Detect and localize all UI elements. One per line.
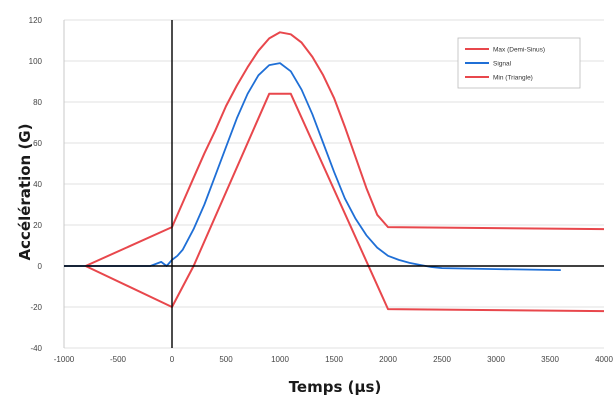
x-tick-label: 1500 (325, 355, 343, 364)
series-line-2 (64, 62, 561, 271)
x-tick-label: 1000 (271, 355, 289, 364)
legend: Max (Demi-Sinus) Signal Min (Triangle) (457, 37, 581, 89)
x-tick-label: -1000 (54, 355, 75, 364)
y-tick-label: 0 (38, 262, 43, 271)
y-tick-label: 100 (29, 57, 43, 66)
y-axis-title: Accélération (G) (16, 124, 34, 261)
x-tick-label: 0 (170, 355, 175, 364)
legend-entry-label: Max (Demi-Sinus) (493, 47, 545, 54)
y-tick-label: 20 (33, 221, 42, 230)
series-line-1 (85, 31, 605, 267)
x-tick-label: 3500 (541, 355, 559, 364)
y-tick-label: -40 (30, 344, 42, 353)
series-lines (64, 20, 605, 348)
legend-entry-label: Signal (493, 61, 512, 68)
y-tick-label: 80 (33, 98, 42, 107)
tick-labels: -40 -20 0 20 40 60 80 100 120 -1000 -500 0 500 1000 15… (29, 16, 613, 364)
x-tick-label: 2000 (379, 355, 397, 364)
y-tick-label: 120 (29, 16, 43, 25)
y-tick-label: 40 (33, 180, 42, 189)
x-tick-label: -500 (110, 355, 127, 364)
legend-entry-label: Min (Triangle) (493, 75, 533, 82)
x-axis-title: Temps (µs) (289, 378, 382, 396)
x-tick-label: 500 (219, 355, 233, 364)
x-tick-label: 4000 (595, 355, 613, 364)
y-tick-label: 60 (33, 139, 42, 148)
x-tick-label: 2500 (433, 355, 451, 364)
x-tick-label: 3000 (487, 355, 505, 364)
y-tick-label: -20 (30, 303, 42, 312)
